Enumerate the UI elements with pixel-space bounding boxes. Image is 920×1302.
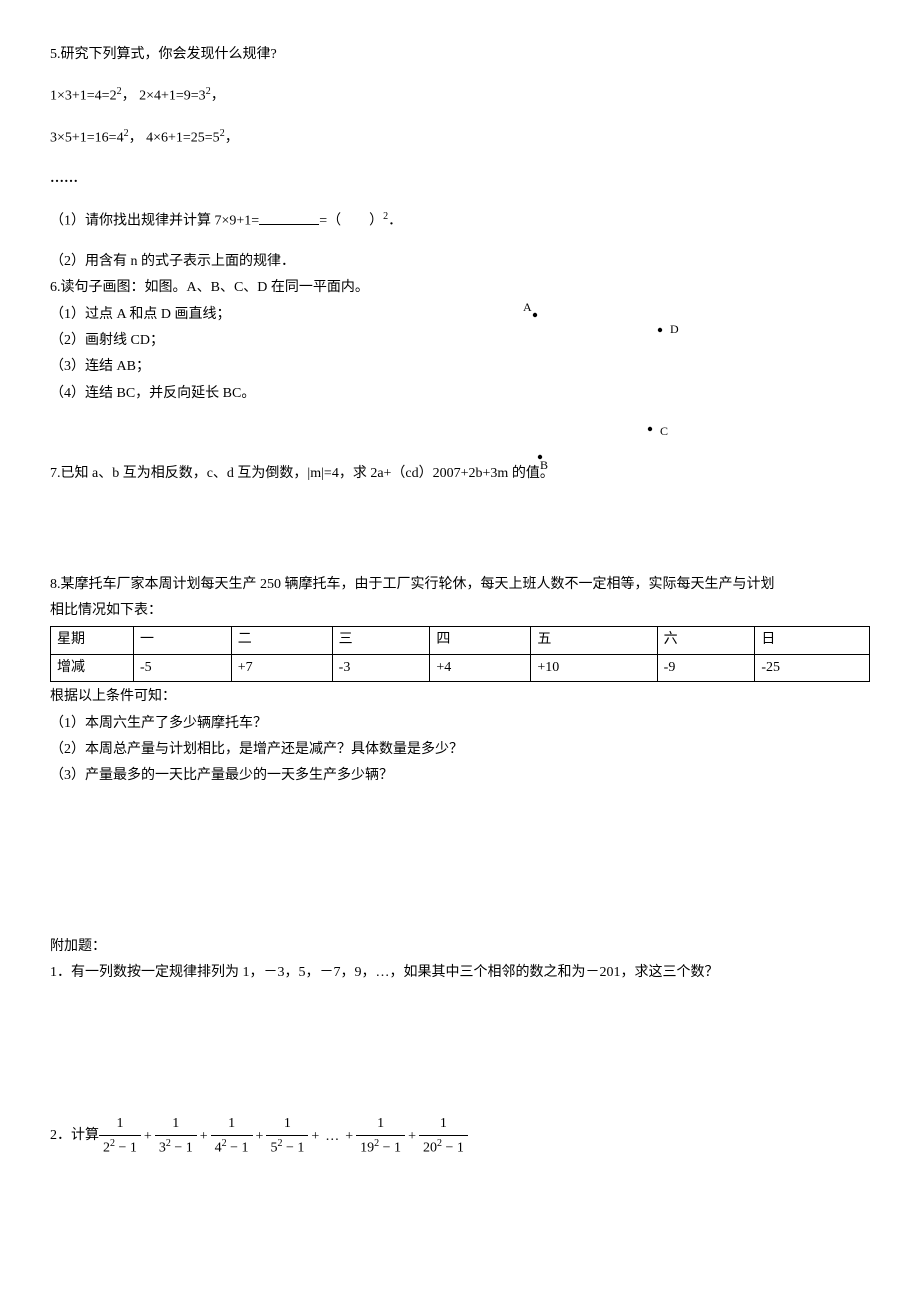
hdr-c6: 日 <box>755 627 870 654</box>
q7-text: 7.已知 a、b 互为相反数，c、d 互为倒数，|m|=4，求 2a+（cd）2… <box>50 463 870 485</box>
q5-part1: （1）请你找出规律并计算 7×9+1==（ ）2． <box>50 209 870 233</box>
hdr-c4: 五 <box>531 627 657 654</box>
q8-intro1: 8.某摩托车厂家本周计划每天生产 250 辆摩托车，由于工厂实行轮休，每天上班人… <box>50 574 870 596</box>
q5-line2: 3×5+1=16=42， 4×6+1=25=52， <box>50 126 870 150</box>
q5-dots: …… <box>50 168 870 190</box>
hdr-c5: 六 <box>657 627 755 654</box>
q5-eq2a: 3×5+1=16=4 <box>50 131 124 146</box>
extra-p1: 1．有一列数按一定规律排列为 1，－3，5，－7，9，…，如果其中三个相邻的数之… <box>50 962 870 984</box>
val-c5: -9 <box>657 654 755 681</box>
q8-after: 根据以上条件可知： <box>50 686 870 708</box>
svg-text:B: B <box>540 458 548 472</box>
q5-eq1b: 2×4+1=9=3 <box>139 89 206 104</box>
q5-part2: （2）用含有 n 的式子表示上面的规律． <box>50 251 870 273</box>
q8-table: 星期 一 二 三 四 五 六 日 增减 -5 +7 -3 +4 +10 -9 -… <box>50 626 870 682</box>
q6-p1: （1）过点 A 和点 D 画直线； <box>50 304 450 326</box>
q5-p1b: =（ ） <box>319 214 383 229</box>
svg-text:D: D <box>670 322 679 336</box>
svg-text:A: A <box>523 300 532 314</box>
hdr-c0: 一 <box>134 627 232 654</box>
q5-eq1a: 1×3+1=4=2 <box>50 89 117 104</box>
q8-p1: （1）本周六生产了多少辆摩托车？ <box>50 713 870 735</box>
blank-fill[interactable] <box>259 210 319 225</box>
q6-p2: （2）画射线 CD； <box>50 330 450 352</box>
val-c3: +4 <box>430 654 531 681</box>
q5-end1: ， <box>211 89 225 104</box>
q5-p1-end: ． <box>388 214 402 229</box>
val-c0: -5 <box>134 654 232 681</box>
hdr-label: 星期 <box>51 627 134 654</box>
table-row: 星期 一 二 三 四 五 六 日 <box>51 627 870 654</box>
q6-p4: （4）连结 BC，并反向延长 BC。 <box>50 383 450 405</box>
q6-diagram: A D C B <box>480 297 710 490</box>
extra-p2-lead: 2．计算 <box>50 1125 99 1147</box>
hdr-c3: 四 <box>430 627 531 654</box>
fraction-sequence: 122 − 1+132 − 1+142 − 1+152 − 1+…+1192 −… <box>99 1113 468 1160</box>
val-c4: +10 <box>531 654 657 681</box>
q5-eq2b: 4×6+1=25=5 <box>146 131 220 146</box>
q8-p3: （3）产量最多的一天比产量最少的一天多生产多少辆？ <box>50 765 870 787</box>
q5-dots-text: …… <box>50 171 78 186</box>
q5-p1a: （1）请你找出规律并计算 7×9+1= <box>50 214 259 229</box>
extra-p2: 2．计算 122 − 1+132 − 1+142 − 1+152 − 1+…+1… <box>50 1113 870 1160</box>
q6-title: 6.读句子画图：如图。A、B、C、D 在同一平面内。 <box>50 277 450 299</box>
q8-intro2: 相比情况如下表： <box>50 600 870 622</box>
q8-p2: （2）本周总产量与计划相比，是增产还是减产？具体数量是多少？ <box>50 739 870 761</box>
table-row: 增减 -5 +7 -3 +4 +10 -9 -25 <box>51 654 870 681</box>
q5-title: 5.研究下列算式，你会发现什么规律? <box>50 44 870 66</box>
q5-sep2: ， <box>129 131 143 146</box>
hdr-c2: 三 <box>332 627 430 654</box>
val-c1: +7 <box>231 654 332 681</box>
q5-end2: ， <box>225 131 239 146</box>
q5-line1: 1×3+1=4=22， 2×4+1=9=32， <box>50 84 870 108</box>
svg-text:C: C <box>660 424 668 438</box>
row-label: 增减 <box>51 654 134 681</box>
q5-sep1: ， <box>122 89 136 104</box>
hdr-c1: 二 <box>231 627 332 654</box>
val-c6: -25 <box>755 654 870 681</box>
val-c2: -3 <box>332 654 430 681</box>
q6-p3: （3）连结 AB； <box>50 356 450 378</box>
extra-title: 附加题： <box>50 936 870 958</box>
